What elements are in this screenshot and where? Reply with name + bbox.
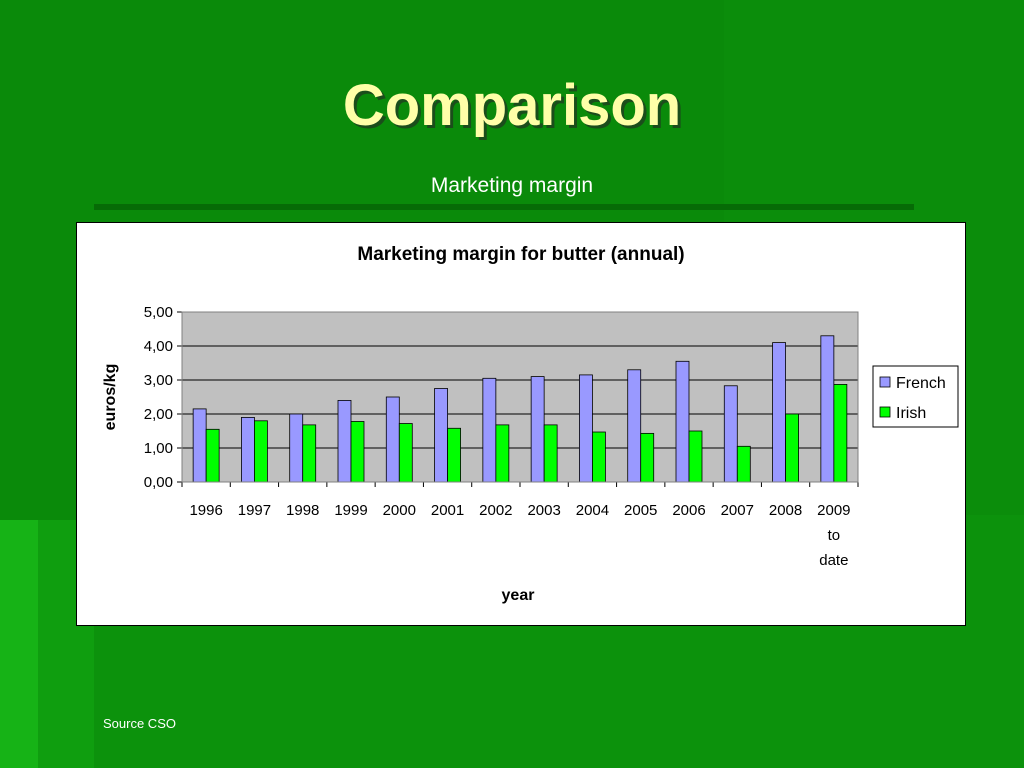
- y-tick-label: 3,00: [144, 372, 173, 389]
- y-tick-label: 4,00: [144, 338, 173, 355]
- x-tick-label: 2009: [817, 502, 850, 519]
- bar-french: [530, 376, 545, 483]
- bar-french: [772, 342, 786, 483]
- bar-irish: [833, 384, 848, 483]
- plot-area: [182, 312, 858, 482]
- bar-french: [241, 416, 255, 483]
- bar-irish: [302, 424, 317, 483]
- bar-irish: [688, 430, 703, 483]
- bar-irish: [640, 432, 655, 483]
- x-tick-label: 2006: [672, 502, 705, 519]
- source-note: Source CSO: [103, 716, 176, 731]
- legend-label-french: French: [896, 375, 946, 392]
- bar-irish: [785, 413, 799, 483]
- legend-swatch-french: [879, 376, 891, 388]
- bar-french: [723, 385, 738, 483]
- bar-french: [337, 399, 352, 483]
- slide-subtitle: Marketing margin: [430, 174, 594, 197]
- x-tick-label: 1997: [238, 502, 271, 519]
- x-tick-label: date: [819, 552, 848, 569]
- x-tick-label: 2004: [576, 502, 609, 519]
- bar-irish: [205, 428, 220, 483]
- x-tick-label: 2000: [383, 502, 416, 519]
- bar-french: [289, 413, 304, 483]
- x-tick-label: 1999: [334, 502, 367, 519]
- legend-label-irish: Irish: [896, 405, 926, 422]
- bar-irish: [736, 445, 751, 483]
- x-tick-label: 2005: [624, 502, 657, 519]
- background-divider: [94, 204, 914, 210]
- bar-irish: [495, 424, 510, 483]
- x-tick-label: 2007: [721, 502, 754, 519]
- x-tick-label: 2002: [479, 502, 512, 519]
- bar-french: [482, 377, 497, 483]
- bar-irish: [254, 420, 268, 483]
- y-tick-label: 0,00: [144, 474, 173, 491]
- chart-title: Marketing margin for butter (annual): [357, 244, 684, 265]
- bar-irish: [592, 431, 606, 483]
- bar-french: [434, 388, 448, 483]
- bar-french: [385, 396, 400, 483]
- x-tick-label: 2003: [527, 502, 560, 519]
- bar-french: [192, 408, 207, 483]
- slide-title: Comparison: [342, 73, 682, 138]
- y-tick-label: 2,00: [144, 406, 173, 423]
- y-tick-label: 1,00: [144, 440, 173, 457]
- bar-french: [627, 369, 642, 483]
- chart-svg: Marketing margin for butter (annual) eur…: [102, 244, 959, 604]
- x-tick-label: 2001: [431, 502, 464, 519]
- background-stripe-outer: [0, 520, 38, 768]
- x-tick-label: 1996: [189, 502, 222, 519]
- x-axis-label: year: [502, 587, 535, 604]
- x-tick-label: 2008: [769, 502, 802, 519]
- bar-irish: [398, 423, 413, 483]
- chart-container: Marketing margin for butter (annual) eur…: [76, 222, 966, 626]
- x-tick-label: to: [828, 527, 841, 544]
- legend-swatch-irish: [879, 406, 891, 418]
- bar-french: [820, 335, 835, 483]
- bar-irish: [543, 424, 558, 483]
- plot-border: [181, 311, 859, 483]
- bar-french: [675, 360, 690, 483]
- y-axis-label: euros/kg: [102, 364, 119, 431]
- bar-irish: [447, 427, 461, 483]
- legend: French Irish: [872, 365, 959, 428]
- bar-irish: [350, 421, 365, 483]
- bar-french: [579, 374, 593, 483]
- x-tick-label: 1998: [286, 502, 319, 519]
- y-tick-label: 5,00: [144, 304, 173, 321]
